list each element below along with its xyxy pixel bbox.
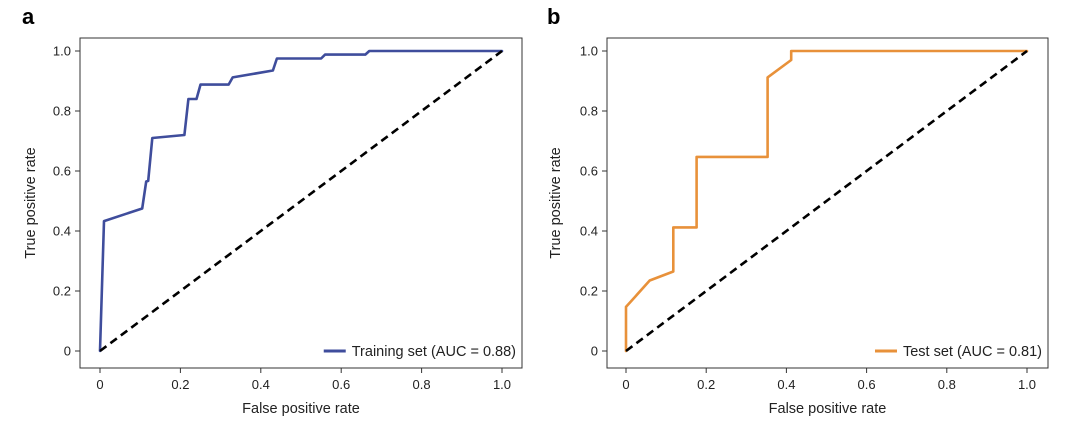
x-tick-label: 1.0 — [1018, 377, 1036, 392]
x-tick-label: 0 — [622, 377, 629, 392]
y-tick-label: 0.8 — [580, 104, 598, 119]
y-tick-label: 0.2 — [580, 284, 598, 299]
x-tick-label: 0.2 — [697, 377, 715, 392]
chance-diagonal-line — [625, 49, 1028, 353]
plot-frame — [606, 37, 1049, 369]
chart-panel-b: b 0 0.2 0.4 0.6 0.8 1.0 0 0.2 0.4 0.6 0.8 1.0 False … — [525, 0, 1080, 430]
y-tick-label: 0.8 — [53, 104, 71, 119]
y-tick-label: 0.4 — [580, 224, 598, 239]
y-tick-label: 0.2 — [53, 284, 71, 299]
x-tick-label: 0.2 — [171, 377, 189, 392]
y-tick-label: 0.6 — [580, 164, 598, 179]
chance-diagonal-line — [99, 49, 503, 353]
x-tick-label: 0.8 — [938, 377, 956, 392]
panel-letter-b: b — [547, 4, 561, 29]
roc-curve-line — [624, 49, 1029, 353]
legend-label: Training set (AUC = 0.88) — [352, 344, 516, 360]
x-tick-label: 0.6 — [332, 377, 350, 392]
panel-letter-a: a — [22, 4, 35, 29]
y-tick-label: 0.4 — [53, 224, 71, 239]
y-axis-label: True positive rate — [23, 147, 39, 258]
x-tick-label: 0.4 — [252, 377, 270, 392]
roc-chart-b: 0 0.2 0.4 0.6 0.8 1.0 0 0.2 0.4 0.6 0.8 1.0 False po… — [548, 37, 1049, 417]
legend-label: Test set (AUC = 0.81) — [903, 344, 1042, 360]
y-tick-label: 0 — [64, 344, 71, 359]
x-tick-label: 0.8 — [413, 377, 431, 392]
y-tick-label: 1.0 — [580, 44, 598, 59]
x-tick-label: 0.6 — [858, 377, 876, 392]
x-tick-label: 1.0 — [493, 377, 511, 392]
roc-chart-a: 0 0.2 0.4 0.6 0.8 1.0 0 0.2 0.4 0.6 0.8 1.0 False po… — [23, 37, 523, 417]
x-axis-label: False positive rate — [242, 401, 360, 417]
plot-frame — [79, 37, 523, 369]
y-tick-label: 0 — [591, 344, 598, 359]
chart-panel-a: a 0 0.2 0.4 0.6 0.8 1.0 0 0.2 0.4 0.6 0.8 1.0 False … — [22, 4, 523, 417]
roc-curve-line — [98, 49, 504, 353]
y-tick-label: 1.0 — [53, 44, 71, 59]
x-axis-label: False positive rate — [769, 401, 887, 417]
x-tick-label: 0.4 — [777, 377, 795, 392]
y-tick-label: 0.6 — [53, 164, 71, 179]
y-axis-label: True positive rate — [548, 147, 564, 258]
x-tick-label: 0 — [96, 377, 103, 392]
